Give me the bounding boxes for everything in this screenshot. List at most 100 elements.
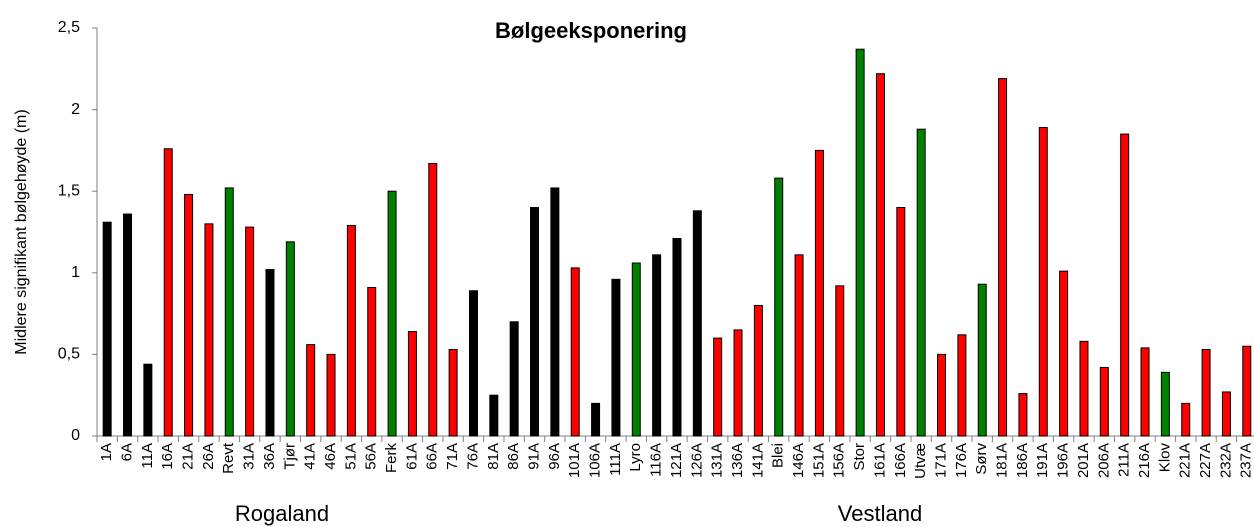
bar — [224, 187, 234, 437]
bar — [1201, 349, 1211, 437]
x-tick-label: 201A — [1075, 443, 1092, 478]
x-tick-label: 121A — [668, 443, 685, 478]
x-tick-label: 191A — [1034, 443, 1051, 478]
x-tick-label: 237A — [1238, 443, 1254, 478]
bar — [1140, 347, 1150, 437]
bar — [692, 210, 702, 437]
x-tick-label: 136A — [729, 443, 746, 478]
bar — [204, 223, 214, 437]
bar — [1221, 391, 1231, 437]
x-tick-label: 181A — [994, 443, 1011, 478]
bar — [591, 402, 601, 437]
bar — [631, 262, 641, 437]
bar — [814, 149, 824, 437]
x-tick-label: Blei — [770, 443, 787, 468]
bar — [306, 344, 316, 437]
x-tick-label: 171A — [932, 443, 949, 478]
bar — [916, 128, 926, 437]
x-tick-label: 131A — [709, 443, 726, 478]
x-tick-label: 196A — [1055, 443, 1072, 478]
x-tick-label: Utvæ — [912, 443, 929, 479]
chart-title: Bølgeeksponering — [495, 18, 687, 43]
bar — [570, 267, 580, 437]
x-tick-label: 16A — [159, 443, 176, 470]
x-tick-label: 91A — [525, 443, 542, 470]
x-tick-label: 186A — [1014, 443, 1031, 478]
y-axis-label: Midlere signifikant bølgehøyde (m) — [13, 109, 30, 354]
x-tick-label: 46A — [322, 443, 339, 470]
x-tick-label: 111A — [607, 443, 624, 476]
x-tick-label: 76A — [464, 443, 481, 470]
x-tick-label: 6A — [118, 443, 135, 461]
bar — [550, 187, 560, 437]
x-tick-label: 21A — [180, 443, 197, 470]
x-tick-label: 56A — [363, 443, 380, 470]
bar — [265, 269, 275, 437]
x-tick-label: 11A — [139, 443, 156, 469]
bar — [1018, 393, 1028, 437]
bar — [245, 226, 255, 437]
x-tick-label: 232A — [1217, 443, 1234, 478]
x-tick-label: 71A — [444, 443, 461, 470]
x-tick-label: 86A — [505, 443, 522, 470]
bar — [1059, 270, 1069, 437]
x-tick-label: 41A — [302, 443, 319, 470]
bar — [1038, 127, 1048, 437]
bar — [468, 290, 478, 437]
x-tick-label: 206A — [1095, 443, 1112, 478]
bar — [123, 213, 133, 437]
x-tick-label: 227A — [1197, 443, 1214, 478]
bar — [875, 73, 885, 437]
x-tick-label: 96A — [546, 443, 563, 470]
x-tick-label: Stor — [851, 443, 868, 471]
x-tick-label: 36A — [261, 443, 278, 470]
x-tick-label: 166A — [892, 443, 909, 478]
bar — [428, 162, 438, 437]
bar — [937, 353, 947, 437]
bar — [896, 207, 906, 437]
bar — [1160, 371, 1170, 437]
bar — [407, 331, 417, 437]
bar — [346, 224, 356, 437]
y-tick-label: 1 — [71, 264, 80, 281]
x-tick-label: 161A — [871, 443, 888, 478]
bar — [530, 207, 540, 437]
x-tick-label: 61A — [403, 443, 420, 470]
y-tick-label: 0,5 — [58, 346, 80, 363]
x-tick-label: Sørv — [973, 443, 990, 475]
x-tick-label: Tjør — [281, 443, 298, 470]
x-tick-label: 106A — [587, 443, 604, 478]
x-tick-label: Lyro — [627, 443, 644, 472]
x-tick-label: 211A — [1116, 443, 1133, 477]
x-tick-label: Klov — [1156, 443, 1173, 473]
x-tick-label: 116A — [648, 443, 665, 477]
bar — [102, 221, 112, 437]
region-label: Vestland — [838, 501, 922, 526]
bar — [977, 283, 987, 437]
x-tick-label: 151A — [810, 443, 827, 478]
x-tick-label: Revt — [220, 442, 237, 474]
bar — [611, 278, 621, 437]
x-tick-label: 126A — [688, 443, 705, 478]
x-tick-label: 221A — [1177, 443, 1194, 478]
x-tick-label: 141A — [749, 443, 766, 478]
bar — [285, 241, 295, 437]
bar — [855, 48, 865, 437]
x-tick-label: 216A — [1136, 443, 1153, 478]
bar — [163, 148, 173, 437]
bar — [957, 334, 967, 437]
bar — [1242, 345, 1252, 437]
x-tick-label: 101A — [566, 443, 583, 478]
bar — [733, 329, 743, 437]
y-tick-label: 2 — [71, 101, 80, 118]
bar — [448, 349, 458, 437]
x-tick-label: 26A — [200, 443, 217, 470]
bar — [509, 321, 519, 437]
bar — [367, 286, 377, 437]
bar — [184, 193, 194, 437]
bar — [1181, 402, 1191, 437]
bar — [1099, 366, 1109, 437]
y-tick-label: 0 — [71, 427, 80, 444]
bar — [672, 238, 682, 437]
